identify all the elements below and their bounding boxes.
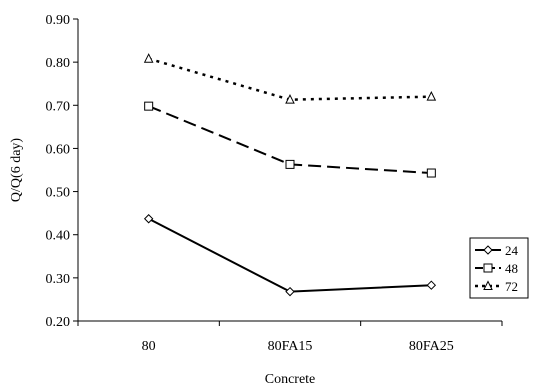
y-tick-label: 0.20	[46, 315, 71, 330]
series-line-24	[148, 217, 432, 293]
data-point-48	[426, 168, 436, 178]
data-point-24	[426, 280, 437, 290]
data-point-24	[143, 214, 154, 224]
axes: 0.20 0.30 0.40 0.50 0.60 0.70 0.80 0.90 80 80FA15…	[46, 13, 503, 354]
legend-marker-72	[483, 280, 493, 290]
y-tick-label: 0.70	[46, 99, 71, 114]
y-tick-label: 0.90	[46, 13, 71, 28]
x-axis-title: Concrete	[265, 372, 316, 387]
data-point-48	[285, 159, 295, 169]
legend-marker-24	[483, 245, 493, 255]
data-point-72	[143, 53, 154, 63]
legend-label: 72	[505, 279, 518, 294]
series-line-72	[148, 57, 432, 101]
legend-label: 48	[505, 261, 518, 276]
data-point-72	[426, 91, 437, 101]
data-point-48	[144, 101, 154, 111]
series-layer	[143, 53, 437, 297]
legend-label: 24	[505, 243, 519, 258]
y-tick-label: 0.50	[46, 186, 71, 201]
legend-marker-48	[483, 263, 493, 273]
y-axis-title: Q/Q(6 day)	[9, 138, 24, 202]
data-point-72	[285, 94, 295, 104]
x-tick-label: 80FA25	[409, 339, 454, 354]
x-tick-label: 80	[142, 339, 156, 354]
y-tick-label: 0.60	[46, 142, 71, 157]
legend: 24 48 72	[469, 237, 529, 299]
y-tick-label: 0.30	[46, 272, 71, 287]
x-tick-label: 80FA15	[268, 339, 313, 354]
data-point-24	[285, 286, 295, 297]
y-tick-label: 0.80	[46, 56, 71, 71]
y-tick-label: 0.40	[46, 229, 71, 244]
